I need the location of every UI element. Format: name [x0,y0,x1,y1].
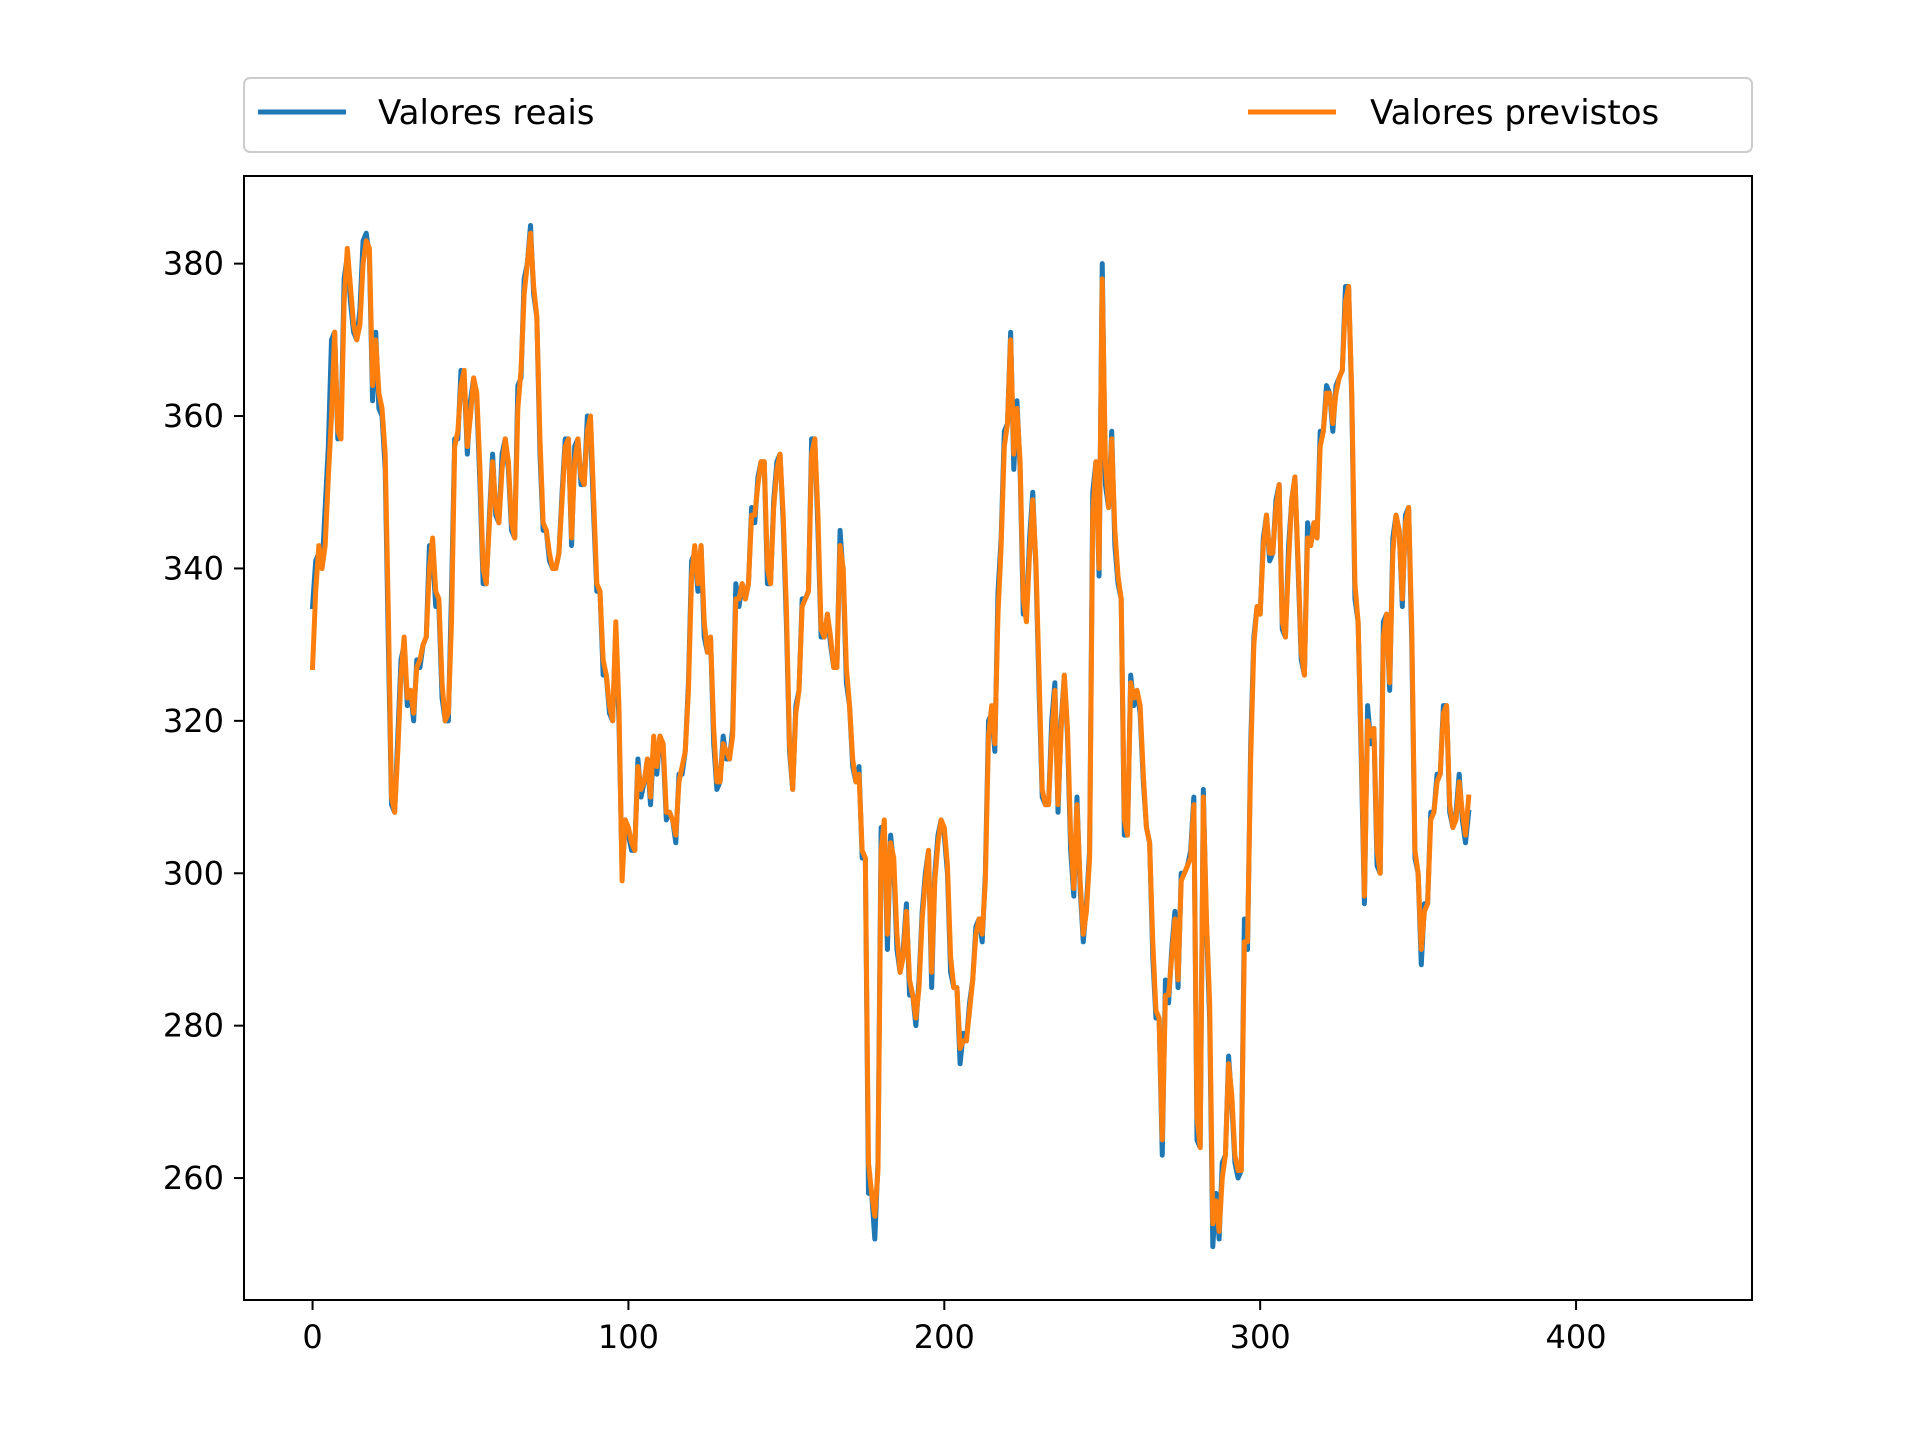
legend-label-valores-previstos: Valores previstos [1370,93,1659,133]
series-line-valores-previstos [309,230,1472,1234]
x-axis: 0 100 200 300 400 [302,1300,1607,1356]
x-tick-label: 100 [598,1318,659,1356]
y-tick-label: 380 [163,245,224,283]
plot-frame [243,175,1753,1301]
x-tick-label: 200 [914,1318,975,1356]
legend-label-valores-reais: Valores reais [378,93,595,133]
y-tick-label: 320 [163,702,224,740]
y-tick-label: 340 [163,549,224,587]
y-tick-label: 280 [163,1007,224,1045]
y-tick-label: 260 [163,1159,224,1197]
y-axis: 260 280 300 320 340 360 380 [163,245,244,1197]
y-tick-label: 360 [163,397,224,435]
x-tick-label: 0 [302,1318,322,1356]
x-tick-label: 400 [1546,1318,1607,1356]
series-layer [309,223,1472,1250]
x-tick-label: 300 [1230,1318,1291,1356]
y-tick-label: 300 [163,854,224,892]
legend: Valores reais Valores previstos [243,77,1753,153]
legend-box [243,77,1753,153]
